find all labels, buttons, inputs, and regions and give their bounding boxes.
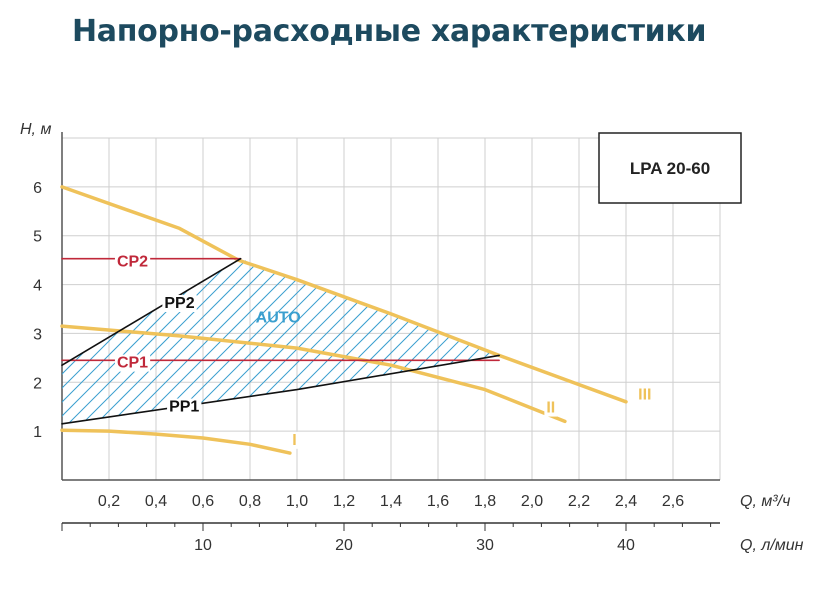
auto-hatch-line bbox=[782, 140, 840, 480]
label-auto: AUTO bbox=[256, 310, 301, 327]
label-curve-iii-bg bbox=[636, 386, 654, 404]
x-tick-label: 0,4 bbox=[145, 493, 167, 510]
x-tick-label: 2,6 bbox=[662, 493, 684, 510]
label-cp2: CP2 bbox=[117, 253, 148, 270]
auto-hatch-line bbox=[62, 258, 115, 424]
y-axis-label: H, м bbox=[20, 121, 51, 138]
label-pp2: PP2 bbox=[164, 295, 194, 312]
auto-hatch-line bbox=[824, 140, 840, 480]
series-line-pp2 bbox=[61, 257, 242, 366]
auto-hatch-line bbox=[193, 258, 500, 424]
x-tick-label: 2,0 bbox=[521, 493, 543, 510]
auto-hatch-line bbox=[0, 140, 2, 480]
page-title: Напорно-расходные характеристики bbox=[72, 14, 707, 49]
auto-hatch-line bbox=[768, 140, 840, 480]
secondary-tick-label: 30 bbox=[476, 537, 494, 554]
x-tick-label: 0,8 bbox=[239, 493, 261, 510]
x-tick-label: 1,4 bbox=[380, 493, 402, 510]
model-label: LPA 20-60 bbox=[630, 159, 710, 178]
label-curve-ii-bg bbox=[544, 399, 558, 417]
series-line-ii bbox=[60, 324, 567, 424]
auto-hatch-line bbox=[67, 258, 409, 424]
auto-hatch-line bbox=[810, 140, 840, 480]
auto-hatch-line bbox=[62, 258, 395, 424]
secondary-tick-label: 10 bbox=[194, 537, 212, 554]
x-tick-label: 0,6 bbox=[192, 493, 214, 510]
y-tick-label: 2 bbox=[33, 375, 42, 392]
x-tick-label: 1,0 bbox=[286, 493, 308, 510]
series-line-pp1 bbox=[61, 354, 500, 425]
auto-hatch-line bbox=[291, 258, 500, 424]
model-box bbox=[598, 132, 742, 204]
label-pp1-bg bbox=[167, 398, 202, 416]
auto-hatch-line bbox=[754, 140, 840, 480]
auto-hatch-line bbox=[179, 258, 500, 424]
x-tick-label: 2,4 bbox=[615, 493, 637, 510]
auto-hatch-line bbox=[249, 258, 500, 424]
label-curve-i-bg bbox=[290, 431, 299, 449]
y-tick-label: 5 bbox=[33, 229, 42, 246]
series-line-i bbox=[60, 428, 292, 455]
auto-hatch-line bbox=[0, 140, 58, 480]
auto-hatch-line bbox=[81, 258, 423, 424]
y-tick-label: 1 bbox=[33, 424, 42, 441]
auto-hatch-line bbox=[796, 140, 840, 480]
auto-hatch-line bbox=[305, 258, 500, 424]
label-curve-i: I bbox=[292, 432, 296, 449]
label-pp1: PP1 bbox=[169, 399, 199, 416]
label-cp2-bg bbox=[114, 253, 151, 271]
label-cp1-bg bbox=[114, 354, 151, 372]
y-tick-label: 6 bbox=[33, 180, 42, 197]
auto-hatch-line bbox=[277, 258, 500, 424]
secondary-axis-label: Q, л/мин bbox=[740, 537, 804, 554]
auto-hatch-line bbox=[165, 258, 500, 424]
auto-hatch-line bbox=[740, 140, 840, 480]
label-cp1: CP1 bbox=[117, 355, 148, 372]
auto-hatch-line bbox=[726, 140, 840, 480]
auto-hatch-line bbox=[62, 258, 283, 424]
label-curve-iii: III bbox=[638, 386, 651, 403]
y-tick-label: 4 bbox=[33, 278, 42, 295]
secondary-tick-label: 40 bbox=[617, 537, 635, 554]
label-pp2-bg bbox=[162, 295, 197, 313]
x-tick-label: 1,2 bbox=[333, 493, 355, 510]
secondary-tick-label: 20 bbox=[335, 537, 353, 554]
x-tick-label: 1,6 bbox=[427, 493, 449, 510]
auto-hatch-line bbox=[0, 140, 30, 480]
x-tick-label: 2,2 bbox=[568, 493, 590, 510]
auto-hatch-line bbox=[263, 258, 500, 424]
auto-hatch-line bbox=[62, 258, 381, 424]
x-tick-label: 0,2 bbox=[98, 493, 120, 510]
x-axis-label: Q, м³/ч bbox=[740, 493, 790, 510]
x-tick-label: 1,8 bbox=[474, 493, 496, 510]
auto-hatch-line bbox=[0, 140, 16, 480]
y-tick-label: 3 bbox=[33, 326, 42, 343]
label-curve-ii: II bbox=[546, 400, 555, 417]
